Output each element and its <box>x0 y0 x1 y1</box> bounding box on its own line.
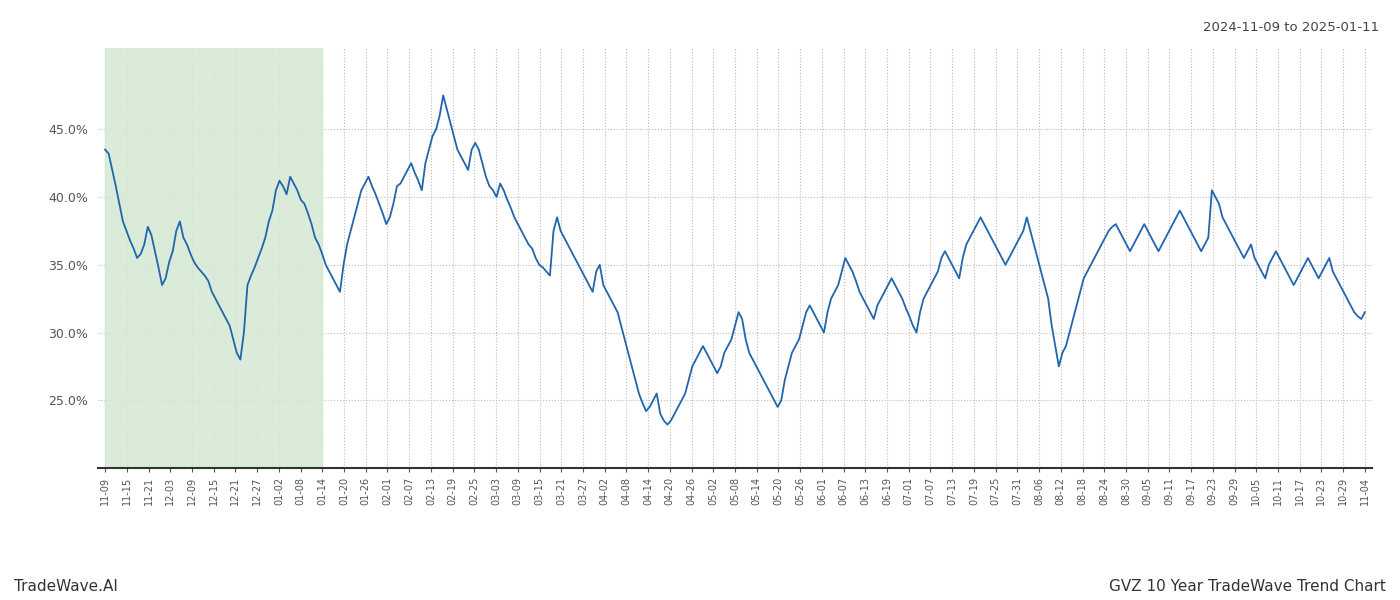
Text: TradeWave.AI: TradeWave.AI <box>14 579 118 594</box>
Bar <box>105 48 322 468</box>
Text: 2024-11-09 to 2025-01-11: 2024-11-09 to 2025-01-11 <box>1203 21 1379 34</box>
Text: GVZ 10 Year TradeWave Trend Chart: GVZ 10 Year TradeWave Trend Chart <box>1109 579 1386 594</box>
